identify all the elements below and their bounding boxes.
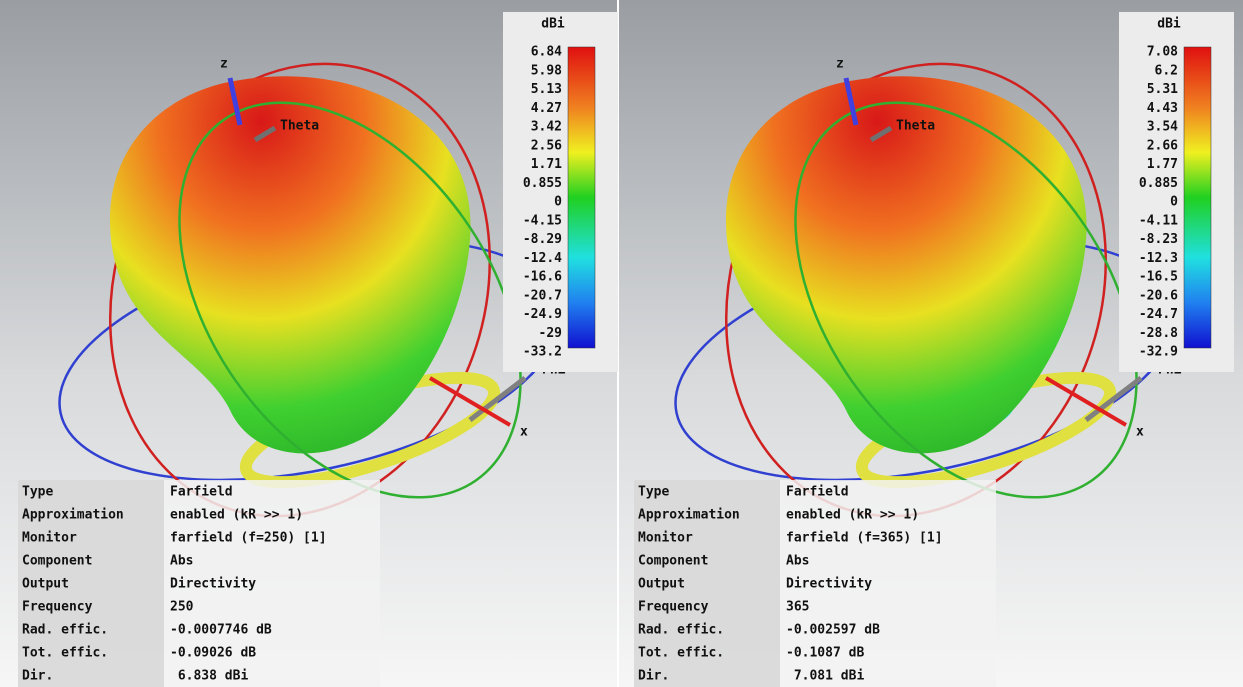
info-value: Farfield: [786, 485, 849, 500]
info-key: Rad. effic.: [22, 623, 108, 638]
info-value: Directivity: [786, 577, 872, 592]
colorbar-label: 6.2: [1155, 63, 1178, 78]
colorbar: [1183, 46, 1212, 349]
colorbar-label: -12.4: [523, 251, 562, 266]
colorbar-unit: dBi: [1157, 17, 1181, 32]
info-key: Rad. effic.: [638, 623, 724, 638]
phi-arrow: [1084, 376, 1143, 422]
info-key: Approximation: [638, 508, 740, 523]
info-value: 250: [170, 600, 194, 615]
ring-green: [794, 101, 1138, 499]
info-key: Frequency: [638, 600, 709, 615]
colorbar-label: 4.43: [1147, 101, 1178, 116]
colorbar-label: 0: [1170, 195, 1178, 210]
colorbar-unit: dBi: [541, 17, 565, 32]
colorbar-label: -12.3: [1139, 251, 1178, 266]
info-value: -0.1087 dB: [786, 646, 864, 661]
colorbar-label: 3.42: [531, 120, 562, 135]
colorbar-label: -8.29: [523, 232, 562, 247]
colorbar-label: 0: [554, 195, 562, 210]
axis-label-z: z: [836, 57, 844, 72]
axis-label-x: x: [520, 425, 528, 440]
colorbar-label: 1.77: [1147, 157, 1178, 172]
colorbar-label: 2.66: [1147, 138, 1178, 153]
info-key: Dir.: [22, 669, 53, 684]
info-value: -0.002597 dB: [786, 623, 880, 638]
colorbar-label: 4.27: [531, 101, 562, 116]
colorbar-label: 3.54: [1147, 120, 1178, 135]
colorbar-label: -16.6: [523, 270, 562, 285]
theta-arrow: [869, 125, 893, 143]
axis-label-theta: Theta: [280, 119, 319, 134]
colorbar-label: -24.9: [523, 307, 562, 322]
colorbar-label: -28.8: [1139, 326, 1178, 341]
info-key: Approximation: [22, 508, 124, 523]
info-key: Frequency: [22, 600, 93, 615]
colorbar-label: 5.98: [531, 63, 562, 78]
main-lobe: [726, 76, 1087, 454]
info-key: Monitor: [638, 531, 693, 546]
colorbar-box: [503, 12, 618, 372]
info-value: Farfield: [170, 485, 233, 500]
info-key: Type: [22, 485, 53, 500]
colorbar-label: -4.11: [1139, 213, 1178, 228]
farfield-panel: zThetaPhixdBi7.086.25.314.433.542.661.77…: [634, 12, 1234, 687]
info-value: Abs: [170, 554, 193, 569]
theta-arrow: [253, 125, 277, 143]
farfield-panel: zThetaPhixdBi6.845.985.134.273.422.561.7…: [18, 12, 618, 687]
info-key: Dir.: [638, 669, 669, 684]
colorbar-label: 7.08: [1147, 45, 1178, 60]
info-label-column: [634, 480, 780, 687]
colorbar-label: -8.23: [1139, 232, 1178, 247]
phi-arrow: [468, 376, 527, 422]
colorbar-label: -16.5: [1139, 270, 1178, 285]
colorbar-label: -20.6: [1139, 288, 1178, 303]
colorbar-label: 0.885: [1139, 176, 1178, 191]
axis-label-x: x: [1136, 425, 1144, 440]
colorbar-label: -29: [539, 326, 562, 341]
ring-green: [178, 101, 522, 499]
info-value: -0.0007746 dB: [170, 623, 272, 638]
colorbar-box: [1119, 12, 1234, 372]
colorbar-label: -20.7: [523, 288, 562, 303]
colorbar-label: -4.15: [523, 213, 562, 228]
info-value: -0.09026 dB: [170, 646, 256, 661]
colorbar: [567, 46, 596, 349]
info-key: Output: [638, 577, 685, 592]
info-value: Directivity: [170, 577, 256, 592]
z-axis: [843, 77, 859, 126]
colorbar-label: 6.84: [531, 45, 562, 60]
colorbar-label: -33.2: [523, 345, 562, 360]
info-value: farfield (f=250) [1]: [170, 531, 327, 546]
colorbar-label: -32.9: [1139, 345, 1178, 360]
main-lobe: [110, 76, 471, 454]
info-value: Abs: [786, 554, 809, 569]
info-label-column: [18, 480, 164, 687]
info-value: farfield (f=365) [1]: [786, 531, 943, 546]
info-key: Output: [22, 577, 69, 592]
z-axis: [227, 77, 243, 126]
info-value: 7.081 dBi: [786, 669, 864, 684]
info-key: Component: [22, 554, 92, 569]
info-value: 365: [786, 600, 809, 615]
info-value: enabled (kR >> 1): [786, 508, 919, 523]
info-value: 6.838 dBi: [170, 669, 248, 684]
colorbar-label: 5.31: [1147, 82, 1178, 97]
colorbar-label: 2.56: [531, 138, 562, 153]
info-key: Tot. effic.: [638, 646, 724, 661]
x-axis: [428, 376, 512, 427]
x-axis: [1044, 376, 1128, 427]
info-value: enabled (kR >> 1): [170, 508, 303, 523]
axis-label-theta: Theta: [896, 119, 935, 134]
info-key: Tot. effic.: [22, 646, 108, 661]
colorbar-label: 1.71: [531, 157, 562, 172]
info-key: Component: [638, 554, 708, 569]
colorbar-label: -24.7: [1139, 307, 1178, 322]
colorbar-label: 0.855: [523, 176, 562, 191]
colorbar-label: 5.13: [531, 82, 562, 97]
info-key: Type: [638, 485, 669, 500]
axis-label-z: z: [220, 57, 228, 72]
info-key: Monitor: [22, 531, 77, 546]
